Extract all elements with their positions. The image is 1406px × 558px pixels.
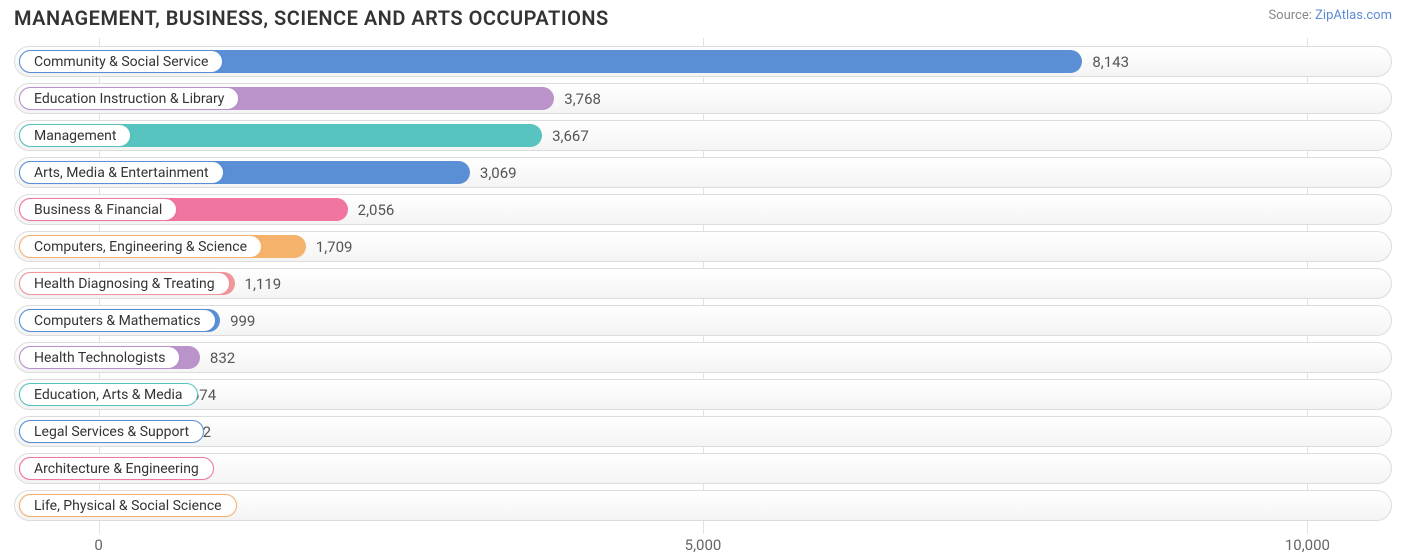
- bar-label: Community & Social Service: [19, 50, 223, 73]
- bar-track: Health Technologists 832: [14, 342, 1392, 373]
- bar-track: Life, Physical & Social Science281: [14, 490, 1392, 521]
- bar-label: Architecture & Engineering: [19, 457, 214, 480]
- x-axis: 0 5,000 10,000: [14, 536, 1392, 556]
- bar-value: 1,119: [235, 269, 282, 298]
- bar-value: 1,709: [306, 232, 353, 261]
- bar-label: Health Technologists: [19, 346, 180, 369]
- bar-label: Legal Services & Support: [19, 420, 204, 443]
- chart-source: Source: ZipAtlas.com: [1268, 6, 1392, 23]
- bar-track: Architecture & Engineering429: [14, 453, 1392, 484]
- bar-value: 832: [200, 343, 235, 372]
- bar-value: 999: [220, 306, 255, 335]
- bar-track: Education Instruction & Library 3,768: [14, 83, 1392, 114]
- bar-label: Computers & Mathematics: [19, 309, 216, 332]
- bars-container: Community & Social Service 8,143 Education…: [14, 46, 1392, 521]
- bar-value: 3,768: [554, 84, 601, 113]
- bar-label: Management: [19, 124, 131, 147]
- plot-area: Community & Social Service 8,143 Education…: [14, 38, 1392, 534]
- chart-header: MANAGEMENT, BUSINESS, SCIENCE AND ARTS O…: [0, 0, 1406, 30]
- bar-label: Computers, Engineering & Science: [19, 235, 262, 258]
- chart-title: MANAGEMENT, BUSINESS, SCIENCE AND ARTS O…: [14, 6, 609, 30]
- source-link[interactable]: ZipAtlas.com: [1315, 8, 1392, 23]
- bar-track: Computers & Mathematics999: [14, 305, 1392, 336]
- bar-track: Community & Social Service 8,143: [14, 46, 1392, 77]
- bar-value: 3,667: [542, 121, 589, 150]
- bar-value: 2,056: [348, 195, 395, 224]
- bar-label: Business & Financial: [19, 198, 177, 221]
- bar-label: Arts, Media & Entertainment: [19, 161, 224, 184]
- bar-label: Education Instruction & Library: [19, 87, 239, 110]
- bar-track: Education, Arts & Media674: [14, 379, 1392, 410]
- bar-track: Legal Services & Support632: [14, 416, 1392, 447]
- source-label: Source:: [1268, 8, 1311, 23]
- bar-label: Life, Physical & Social Science: [19, 494, 237, 517]
- bar-track: Arts, Media & Entertainment 3,069: [14, 157, 1392, 188]
- bar-track: Health Diagnosing & Treating1,119: [14, 268, 1392, 299]
- bar-label: Health Diagnosing & Treating: [19, 272, 230, 295]
- x-tick-label: 0: [94, 536, 102, 554]
- bar-value: 8,143: [1082, 47, 1129, 76]
- bar-track: Management 3,667: [14, 120, 1392, 151]
- x-tick-label: 10,000: [1285, 536, 1330, 554]
- bar-label: Education, Arts & Media: [19, 383, 198, 406]
- x-tick-label: 5,000: [685, 536, 722, 554]
- bar-value: 3,069: [470, 158, 517, 187]
- bar-track: Business & Financial 2,056: [14, 194, 1392, 225]
- bar-track: Computers, Engineering & Science 1,709: [14, 231, 1392, 262]
